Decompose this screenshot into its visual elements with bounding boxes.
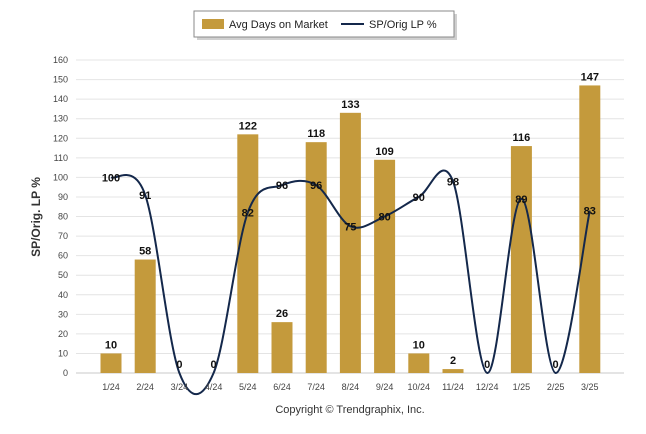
x-tick-label: 7/24 [307,382,325,392]
line-value-label: 96 [310,180,322,192]
bar [442,369,464,373]
bar-value-label: 0 [553,359,559,371]
x-tick-label: 9/24 [376,382,394,392]
y-tick-label: 10 [58,348,68,358]
legend-bar-label: Avg Days on Market [229,19,328,31]
y-tick-label: 140 [53,94,68,104]
line-data-labels: 100 91 82 96 96 75 80 90 98 89 83 [102,172,596,233]
y-tick-label: 60 [58,251,68,261]
line-value-label: 89 [515,194,527,206]
x-tick-label: 3/24 [171,382,189,392]
x-tick-label: 6/24 [273,382,291,392]
legend-bar-swatch [202,19,224,29]
y-tick-label: 90 [58,192,68,202]
bar [408,353,430,373]
line-value-label: 90 [413,192,425,204]
y-tick-label: 20 [58,329,68,339]
x-tick-label: 10/24 [408,382,431,392]
copyright-footer: Copyright © Trendgraphix, Inc. [275,404,424,416]
y-axis-ticks: 0 10 20 30 40 50 60 70 80 90 100 110 120 130 140 150 160 [53,55,68,378]
x-tick-label: 4/24 [205,382,223,392]
bar-value-label: 147 [581,71,599,83]
line-value-label: 96 [276,180,288,192]
bar-value-label: 116 [513,132,531,144]
y-tick-label: 100 [53,172,68,182]
x-tick-label: 1/25 [513,382,531,392]
legend: Avg Days on Market SP/Orig LP % [193,10,457,40]
line-value-label: 98 [447,176,459,188]
bar [510,146,532,373]
y-tick-label: 80 [58,212,68,222]
x-tick-label: 5/24 [239,382,257,392]
bar-data-labels: 10 58 0 0 122 26 118 133 109 10 2 0 116 0 147 [105,71,599,371]
y-tick-label: 70 [58,231,68,241]
x-tick-label: 8/24 [342,382,360,392]
bar [100,353,122,373]
y-tick-label: 40 [58,290,68,300]
y-tick-label: 30 [58,309,68,319]
x-tick-label: 1/24 [102,382,120,392]
bar [134,259,156,373]
bar [305,142,327,373]
bar-value-label: 0 [484,359,490,371]
bar [579,85,601,374]
y-tick-label: 0 [63,368,68,378]
bar-value-label: 133 [341,99,359,111]
line-value-label: 80 [378,212,390,224]
x-axis-ticks: 1/24 2/24 3/24 4/24 5/24 6/24 7/24 8/24 9/24 10/2… [102,382,598,392]
y-tick-label: 150 [53,75,68,85]
y-tick-label: 110 [54,153,68,163]
bar-series [100,85,601,374]
x-tick-label: 3/25 [581,382,599,392]
bar [374,159,396,373]
series-line [110,169,591,396]
bar-value-label: 10 [105,339,117,351]
y-tick-label: 120 [53,133,68,143]
bar-value-label: 109 [375,146,393,158]
bar-value-label: 58 [139,246,151,258]
bar-value-label: 26 [276,308,288,320]
x-tick-label: 2/24 [136,382,154,392]
line-value-label: 82 [242,208,254,220]
x-tick-label: 2/25 [547,382,565,392]
line-value-label: 83 [584,206,596,218]
bar [237,134,259,373]
bar-value-label: 122 [239,120,257,132]
y-tick-label: 50 [58,270,68,280]
y-tick-label: 130 [53,114,68,124]
line-value-label: 91 [139,190,151,202]
bar [339,112,361,373]
bar-value-label: 118 [307,128,325,140]
bar [271,322,293,373]
bar-value-label: 0 [211,359,217,371]
x-tick-label: 12/24 [476,382,499,392]
bar-value-label: 2 [450,355,456,367]
line-value-label: 100 [102,172,120,184]
line-series [110,169,591,396]
bar-value-label: 10 [413,339,425,351]
line-value-label: 75 [344,221,356,233]
bar-value-label: 0 [176,359,182,371]
x-tick-label: 11/24 [442,382,464,392]
legend-line-label: SP/Orig LP % [369,19,437,31]
y-axis-title: SP/Orig. LP % [29,177,43,257]
y-tick-label: 160 [53,55,68,65]
